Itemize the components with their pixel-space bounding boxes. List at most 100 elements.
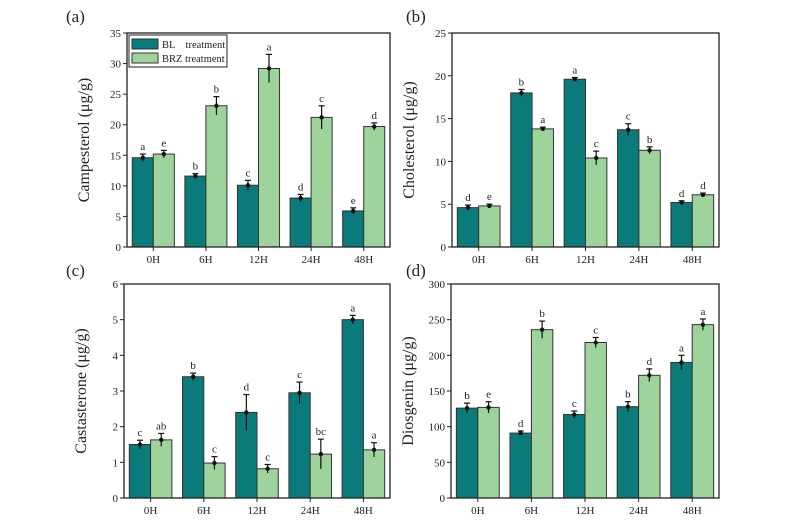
- significance-letter: d: [679, 188, 685, 200]
- mean-point: [679, 360, 684, 365]
- y-axis-label: Diosgenin (μg/g): [400, 336, 417, 445]
- y-tick-label: 5: [441, 199, 447, 211]
- bar-bl: [670, 361, 693, 499]
- y-tick-label: 0: [113, 493, 119, 505]
- significance-letter: b: [193, 161, 199, 173]
- bar-bl: [341, 319, 364, 499]
- mean-point: [625, 404, 631, 409]
- mean-point: [350, 317, 355, 322]
- mean-point: [700, 322, 706, 327]
- chart-panel-1: (a) Campesterol (μg/g) 0 5 10 15 20 25 30 35 0H a e 6…: [66, 7, 391, 266]
- y-tick-label: 0: [441, 242, 447, 254]
- bar-bl: [670, 201, 693, 248]
- bar-bl: [342, 210, 365, 248]
- bar-brz: [531, 128, 554, 248]
- mean-point: [679, 200, 684, 205]
- bar-brz: [363, 126, 386, 248]
- bar-brz: [152, 153, 175, 248]
- y-tick-label: 15: [435, 114, 447, 126]
- significance-letter: a: [540, 114, 545, 126]
- x-tick-label: 12H: [576, 254, 595, 266]
- significance-letter: b: [190, 360, 196, 372]
- bar-bl: [288, 392, 311, 499]
- significance-letter: bc: [316, 426, 327, 438]
- mean-point: [297, 390, 302, 395]
- plot-frame: [126, 32, 391, 248]
- x-tick-label: 0H: [472, 254, 486, 266]
- mean-point: [518, 430, 523, 436]
- bar-brz: [638, 149, 661, 248]
- x-tick-label: 6H: [199, 254, 213, 266]
- panel-label: (d): [406, 261, 426, 280]
- bar-bl: [456, 207, 480, 248]
- bar-bl: [616, 406, 640, 499]
- mean-point: [193, 173, 198, 179]
- plot-frame: [451, 32, 720, 248]
- bar-bl: [236, 184, 260, 248]
- x-tick-label: 6H: [197, 505, 211, 517]
- y-tick-label: 10: [435, 156, 447, 168]
- significance-letter: c: [212, 444, 217, 456]
- mean-point: [464, 405, 470, 411]
- panel-label: (c): [66, 261, 85, 280]
- x-tick-label: 0H: [144, 505, 158, 517]
- bar-brz: [362, 449, 386, 499]
- legend-swatch: [131, 38, 159, 50]
- chart-panel-4: (d) Diosgenin (μg/g) 0 50 100 150 200 250 300 0H b…: [400, 261, 720, 517]
- panel-label: (b): [406, 7, 426, 26]
- mean-point: [159, 437, 164, 443]
- significance-letter: b: [625, 389, 631, 401]
- y-tick-label: 20: [110, 120, 122, 132]
- x-tick-label: 48H: [683, 254, 702, 266]
- bar-bl: [509, 432, 532, 499]
- significance-letter: c: [572, 398, 577, 410]
- mean-point: [372, 124, 377, 129]
- significance-letter: c: [319, 93, 324, 105]
- y-tick-label: 250: [429, 315, 446, 327]
- mean-point: [540, 126, 545, 132]
- significance-letter: e: [351, 195, 356, 207]
- y-tick-label: 2: [113, 422, 119, 434]
- mean-point: [161, 151, 167, 157]
- mean-point: [212, 460, 217, 466]
- significance-letter: b: [647, 134, 653, 146]
- significance-letter: d: [465, 192, 471, 204]
- x-tick-label: 0H: [471, 505, 485, 517]
- x-tick-label: 24H: [629, 505, 648, 517]
- y-tick-label: 15: [110, 150, 122, 162]
- bar-bl: [455, 407, 479, 499]
- y-tick-label: 100: [429, 422, 446, 434]
- bar-brz: [256, 468, 279, 499]
- y-tick-label: 0: [440, 493, 446, 505]
- significance-letter: d: [298, 181, 304, 193]
- bar-brz: [477, 406, 500, 499]
- mean-point: [626, 127, 631, 132]
- bar-bl: [510, 92, 533, 248]
- y-tick-label: 0: [116, 242, 122, 254]
- y-tick-label: 200: [429, 350, 446, 362]
- y-tick-label: 25: [110, 89, 122, 101]
- significance-letter: c: [246, 167, 251, 179]
- mean-point: [572, 77, 578, 82]
- plot-frame: [450, 283, 720, 499]
- y-axis-label: Castasterone (μg/g): [73, 328, 90, 453]
- bar-bl: [289, 197, 312, 248]
- significance-letter: c: [265, 451, 270, 463]
- bar-brz: [258, 67, 281, 248]
- mean-point: [487, 203, 492, 209]
- significance-letter: c: [138, 427, 143, 439]
- y-tick-label: 3: [113, 386, 119, 398]
- mean-point: [465, 205, 471, 210]
- significance-letter: e: [486, 389, 491, 401]
- significance-letter: a: [350, 302, 355, 314]
- significance-letter: c: [297, 369, 302, 381]
- bar-brz: [150, 439, 173, 499]
- y-tick-label: 20: [435, 71, 447, 83]
- y-tick-label: 50: [434, 457, 446, 469]
- mean-point: [265, 466, 270, 471]
- significance-letter: d: [700, 180, 706, 192]
- significance-letter: b: [214, 84, 220, 96]
- bar-bl: [563, 414, 586, 499]
- chart-panel-3: (c)Castasterone (μg/g)01234560Hcab6Hbc12…: [66, 261, 391, 517]
